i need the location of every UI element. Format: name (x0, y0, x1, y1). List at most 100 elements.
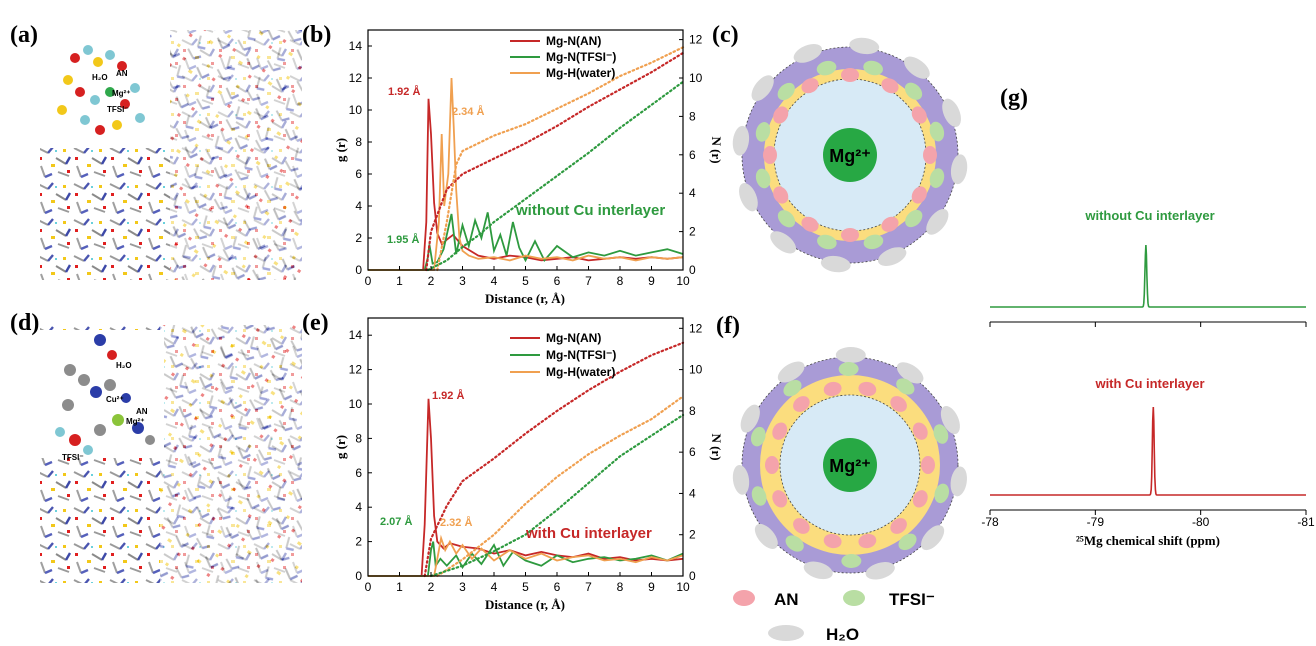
an-particle (773, 186, 789, 204)
rdf-e-xtick-label: 3 (459, 580, 466, 594)
rdf-e-series-n-an (423, 341, 685, 578)
an-particle (823, 381, 842, 397)
rdf-e-xtick-label: 1 (396, 580, 403, 594)
peak-b-tfsi-label: 1.95 Å (387, 233, 419, 246)
rdf-b-y2tick-label: 2 (689, 225, 696, 239)
rdf-b-series (368, 46, 685, 272)
tfsi-particle (841, 553, 862, 568)
nmr-xtick-label: -81 (1297, 515, 1315, 529)
an-particle (773, 106, 789, 124)
rdf-e-xtick-label: 10 (676, 580, 690, 594)
h2o-particle (740, 404, 760, 433)
rdf-e-xtick-label: 7 (585, 580, 592, 594)
tfsi-particle (896, 378, 915, 395)
nmr-xtick-label: -80 (1192, 515, 1210, 529)
rdf-e-xtick-label: 8 (617, 580, 624, 594)
tfsi-particle (905, 209, 923, 228)
rdf-b-xtick-label: 2 (428, 274, 435, 288)
key-tfsi-swatch (843, 590, 865, 606)
h2o-particle (940, 405, 960, 435)
h2o-particle (835, 347, 866, 364)
rdf-e-xtick-label: 4 (491, 580, 498, 594)
panel-label-a: (a) (10, 22, 38, 48)
rdf-b-y2tick-label: 10 (689, 71, 703, 85)
nmr-xtick-label: -79 (1087, 515, 1105, 529)
rdf-b-xtick-label: 10 (676, 274, 690, 288)
rdf-b-series-n-tfsi (426, 80, 685, 272)
inset-d-tfsi: TFSI⁻ (62, 453, 84, 462)
md-snapshot-a: H₂O AN Mg²⁺ TFSI⁻ (40, 30, 302, 280)
tfsi-particle (777, 82, 795, 101)
an-particle (793, 518, 810, 534)
h2o-particle (793, 44, 823, 63)
an-particle (801, 78, 819, 94)
tfsi-particle (817, 234, 837, 250)
an-particle (841, 228, 859, 242)
rdf-b-xtick-label: 9 (648, 274, 655, 288)
rdf-b-series-n-an (425, 51, 685, 272)
inset-a-h2o: H₂O (92, 73, 108, 82)
rdf-b-ytick-label: 8 (355, 135, 362, 149)
rdf-b-xtick-label: 0 (365, 274, 372, 288)
nmr-xtick-label: -78 (981, 515, 999, 529)
md-snapshot-d: H₂O Cu²⁺ AN Mg²⁺ TFSI⁻ (40, 325, 302, 583)
panel-label-c: (c) (712, 22, 739, 48)
rdf-b-y2tick-label: 4 (689, 186, 696, 200)
h2o-particle (942, 98, 961, 128)
h2o-particle (732, 464, 750, 495)
peak-b-an-label: 1.92 Å (388, 85, 420, 98)
tfsi-particle (838, 362, 859, 377)
h2o-particle (770, 231, 796, 254)
peak-e-water-label: 2.32 Å (440, 516, 472, 529)
mg-label-f: Mg²⁺ (829, 456, 870, 476)
tfsi-particle (934, 483, 950, 504)
panel-label-d: (d) (10, 310, 39, 336)
tfsi-particle (785, 535, 804, 552)
rdf-b-xtick-label: 7 (585, 274, 592, 288)
h2o-particle (877, 247, 907, 266)
rdf-e-xtick-label: 2 (428, 580, 435, 594)
rdf-e-ytick-label: 2 (355, 535, 362, 549)
key-an-label: AN (774, 590, 799, 609)
rdf-b-series-n-water (436, 46, 685, 272)
rdf-b-ytick-label: 2 (355, 231, 362, 245)
tfsi-particle (863, 60, 883, 76)
tfsi-particle (783, 379, 802, 397)
h2o-particle (803, 561, 833, 580)
rdf-b-xtick-label: 3 (459, 274, 466, 288)
an-particle (881, 78, 899, 94)
rdf-e-y2tick-label: 6 (689, 445, 696, 459)
rdf-b-y2tick-label: 6 (689, 148, 696, 162)
key-an-swatch (733, 590, 755, 606)
rdf-b-series-mg-h-water- (368, 77, 684, 271)
rdf-e-xtick-label: 9 (648, 580, 655, 594)
an-particle (765, 456, 779, 474)
an-particle (793, 396, 810, 412)
legend-e-tfsi: Mg-N(TFSI⁻) (546, 348, 616, 362)
nmr-axes: -78 -79 -80 -81 (981, 322, 1315, 529)
nmr-chart-g: -78 -79 -80 -81 without Cu interlayer with … (981, 208, 1315, 548)
peak-e-tfsi-label: 2.07 Å (380, 515, 412, 528)
rdf-b-ylabel: g (r) (333, 138, 348, 162)
h2o-particle (754, 523, 778, 549)
rdf-e-y2tick-label: 10 (689, 363, 703, 377)
rdf-e-ytick-label: 0 (355, 569, 362, 583)
tfsi-particle (933, 424, 949, 444)
nmr-without-label: without Cu interlayer (1084, 208, 1214, 223)
rdf-e-xtick-label: 6 (554, 580, 561, 594)
tfsi-particle (904, 82, 923, 100)
tfsi-particle (816, 60, 837, 76)
an-particle (890, 518, 907, 534)
rdf-b-xtick-label: 1 (396, 274, 403, 288)
rdf-e-xtick-label: 5 (522, 580, 529, 594)
h2o-particle (950, 466, 967, 497)
inset-d-an: AN (136, 407, 148, 416)
an-particle (912, 490, 928, 508)
solvation-key: AN TFSI⁻ H₂O (733, 590, 935, 644)
tfsi-particle (929, 121, 945, 142)
rdf-b-ytick-label: 10 (349, 103, 363, 117)
nmr-with-label: with Cu interlayer (1094, 376, 1204, 391)
h2o-particle (950, 154, 968, 185)
h2o-particle (777, 361, 805, 383)
